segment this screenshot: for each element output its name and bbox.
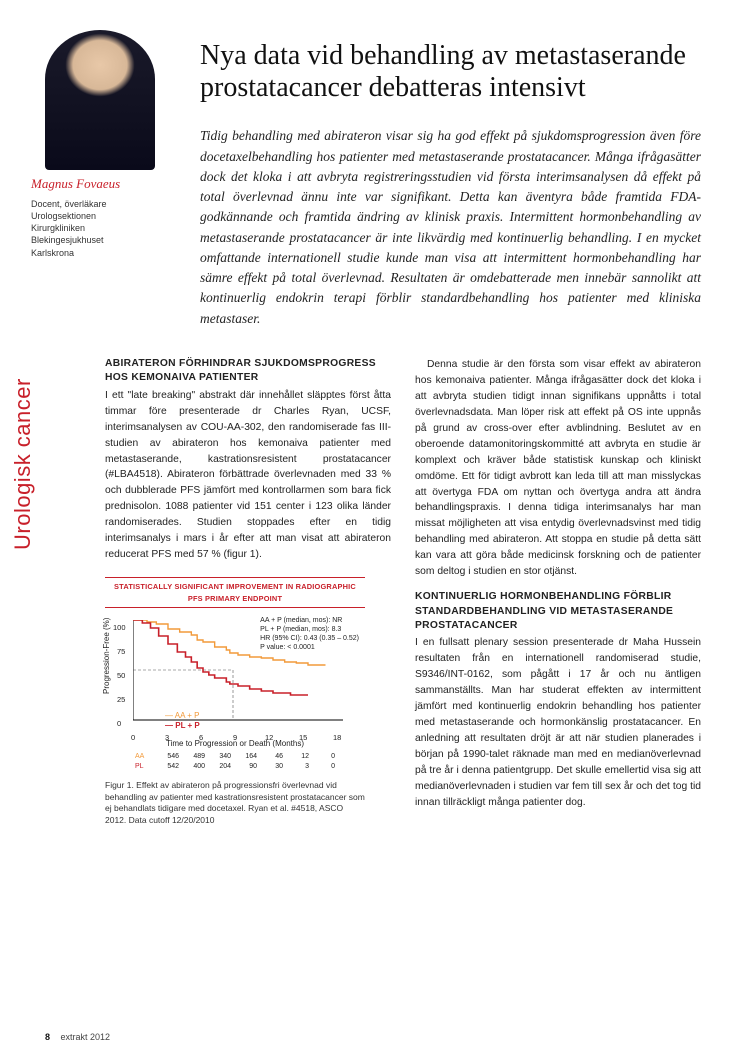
article-lead: Tidig behandling med abirateron visar si…: [200, 126, 701, 329]
y-axis-label: Progression-Free (%): [101, 618, 113, 694]
at-risk-val: 400: [187, 763, 211, 772]
section-label: Urologisk cancer: [10, 378, 36, 550]
at-risk-val: 46: [265, 753, 289, 762]
y-tick: 0: [117, 718, 121, 730]
at-risk-val: 164: [239, 753, 263, 762]
at-risk-val: 3: [291, 763, 315, 772]
author-line: Kirurgkliniken: [31, 222, 175, 234]
page: Magnus Fovaeus Docent, överläkare Urolog…: [0, 0, 746, 1056]
para: Denna studie är den första som visar eff…: [415, 357, 701, 580]
at-risk-label: AA: [135, 753, 159, 762]
chart: AA + P (median, mos): NR PL + P (median,…: [105, 614, 365, 774]
page-number: 8: [45, 1032, 50, 1042]
at-risk-val: 12: [291, 753, 315, 762]
at-risk-table: AA 546 489 340 164 46 12 0 PL 542: [133, 751, 343, 775]
at-risk-val: 489: [187, 753, 211, 762]
at-risk-val: 0: [317, 753, 341, 762]
figure-1: STATISTICALLY SIGNIFICANT IMPROVEMENT IN…: [105, 577, 365, 826]
body-columns: ABIRATERON FÖRHINDRAR SJUKDOMSPROGRESS H…: [105, 357, 701, 826]
at-risk-val: 0: [317, 763, 341, 772]
at-risk-val: 546: [161, 753, 185, 762]
curve-pl: [133, 620, 308, 695]
at-risk-label: PL: [135, 763, 159, 772]
column-left: ABIRATERON FÖRHINDRAR SJUKDOMSPROGRESS H…: [105, 357, 391, 826]
author-line: Urologsektionen: [31, 210, 175, 222]
y-tick: 100: [113, 622, 126, 634]
author-meta: Docent, överläkare Urologsektionen Kirur…: [25, 198, 175, 259]
y-tick: 50: [117, 670, 125, 682]
chart-svg: [133, 620, 343, 730]
subhead-1: ABIRATERON FÖRHINDRAR SJUKDOMSPROGRESS H…: [105, 357, 391, 386]
at-risk-val: 542: [161, 763, 185, 772]
at-risk-val: 30: [265, 763, 289, 772]
y-tick: 75: [117, 646, 125, 658]
column-right: Denna studie är den första som visar eff…: [415, 357, 701, 826]
curve-aa: [133, 620, 326, 665]
author-line: Blekingesjukhuset: [31, 234, 175, 246]
article-title: Nya data vid behandling av metastaserand…: [200, 40, 701, 104]
page-footer: 8 extrakt 2012: [45, 1032, 110, 1042]
at-risk-row: PL 542 400 204 90 30 3 0: [135, 763, 341, 772]
author-photo-placeholder: [45, 30, 155, 170]
author-block: Magnus Fovaeus Docent, överläkare Urolog…: [25, 30, 175, 259]
author-line: Karlskrona: [31, 247, 175, 259]
author-line: Docent, överläkare: [31, 198, 175, 210]
y-tick: 25: [117, 694, 125, 706]
at-risk-row: AA 546 489 340 164 46 12 0: [135, 753, 341, 762]
x-axis-label: Time to Progression or Death (Months): [105, 738, 365, 750]
at-risk-val: 204: [213, 763, 237, 772]
figure-caption: Figur 1. Effekt av abirateron på progres…: [105, 780, 365, 826]
author-name: Magnus Fovaeus: [25, 176, 175, 192]
figure-title-bar: STATISTICALLY SIGNIFICANT IMPROVEMENT IN…: [105, 577, 365, 608]
at-risk-val: 90: [239, 763, 263, 772]
publication-name: extrakt 2012: [61, 1032, 111, 1042]
para: I en fullsatt plenary session presentera…: [415, 635, 701, 810]
author-photo: [45, 30, 155, 170]
at-risk-val: 340: [213, 753, 237, 762]
para: I ett "late breaking" abstrakt där inneh…: [105, 388, 391, 563]
subhead-2: KONTINUERLIG HORMONBEHANDLING FÖRBLIR ST…: [415, 590, 701, 633]
